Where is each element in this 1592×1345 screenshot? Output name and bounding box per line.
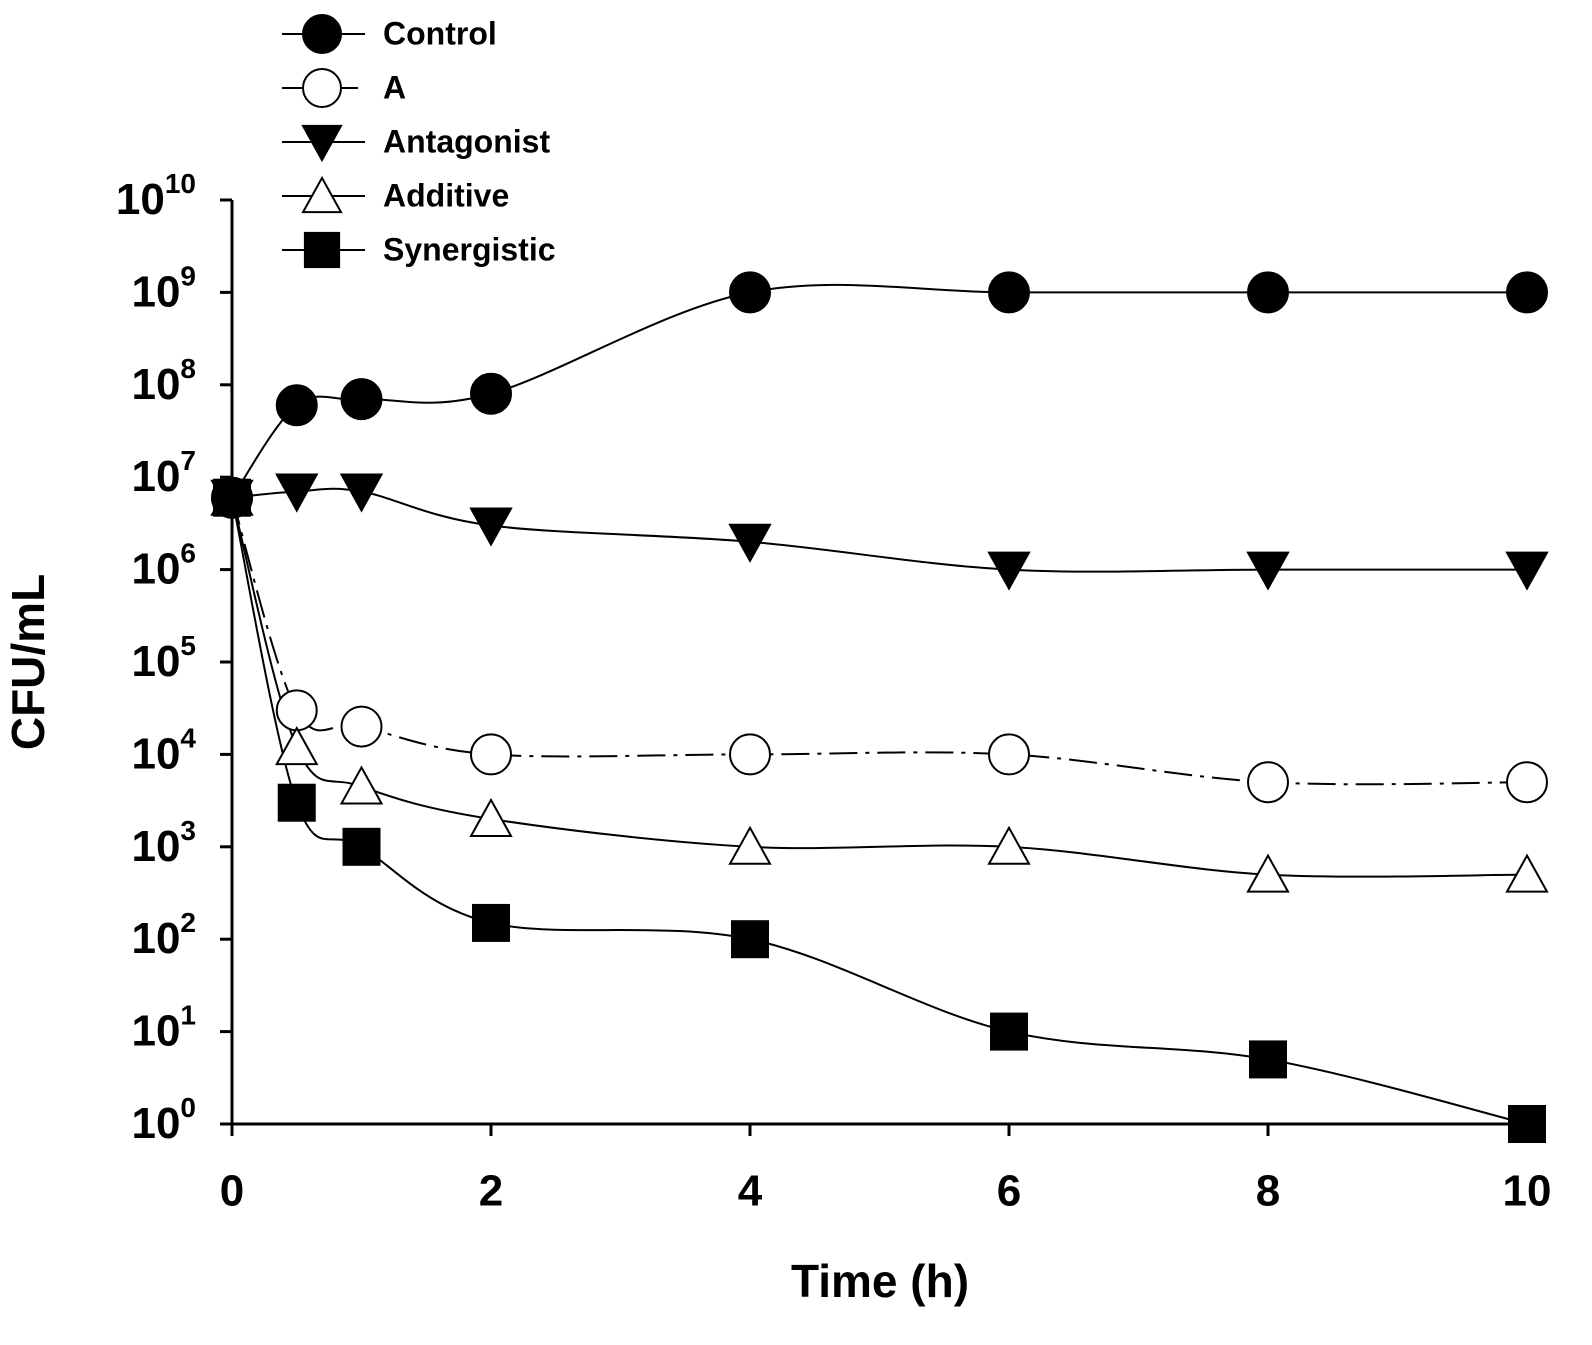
marker [1505,551,1549,591]
y-tick-exponent: 1 [180,1000,196,1031]
y-tick-exponent: 9 [180,261,196,292]
marker [470,372,512,415]
marker [988,733,1030,776]
marker [731,920,769,959]
series-line [231,497,1528,878]
x-tick-label: 4 [738,1167,763,1216]
y-tick-label: 101 [131,1000,196,1055]
legend-label: Antagonist [383,123,550,159]
y-tick-base: 10 [131,914,180,963]
y-tick-base: 10 [131,821,180,870]
marker [275,384,318,427]
marker [1505,853,1549,893]
series-line [231,497,1528,1125]
y-tick-label: 107 [131,446,196,501]
y-axis-title: CFU/mL [2,574,54,750]
marker [340,705,383,748]
marker [990,1012,1028,1051]
y-tick-label: 106 [131,538,196,593]
marker [728,825,772,865]
marker [988,271,1030,314]
marker [472,903,510,942]
y-tick-label: 100 [131,1092,196,1147]
marker [275,473,319,513]
legend-label: Control [383,15,497,51]
legend-label: Synergistic [383,231,556,267]
marker [275,726,319,766]
y-tick-exponent: 8 [180,353,196,384]
legend-marker [301,124,343,163]
marker [729,271,771,314]
marker [1247,271,1289,314]
y-tick-base: 10 [131,1099,180,1148]
y-tick-base: 10 [131,544,180,593]
legend-marker [302,14,342,54]
legend-marker [302,68,342,108]
legend-label: Additive [383,177,509,213]
y-tick-exponent: 2 [180,908,196,939]
marker [1246,853,1290,893]
y-tick-exponent: 4 [180,723,196,754]
y-tick-base: 10 [131,1006,180,1055]
y-tick-exponent: 10 [165,168,196,199]
marker [987,825,1031,865]
marker [728,523,772,563]
marker [277,783,316,822]
marker [729,733,771,776]
marker [1246,551,1290,591]
legend-marker [301,175,343,214]
y-tick-base: 10 [116,175,165,224]
x-tick-label: 10 [1503,1167,1552,1216]
x-tick-label: 0 [220,1167,244,1216]
y-tick-base: 10 [131,637,180,686]
marker [987,551,1031,591]
marker [1508,1105,1546,1143]
marker [213,478,251,517]
series-line [231,487,1527,573]
y-tick-label: 104 [131,723,196,778]
marker [1506,271,1548,314]
y-tick-base: 10 [131,729,180,778]
series-line [231,497,1528,786]
y-tick-base: 10 [131,267,180,316]
x-tick-label: 2 [479,1167,503,1216]
x-tick-label: 6 [997,1167,1021,1216]
marker [275,689,318,732]
y-tick-label: 103 [131,815,196,870]
legend-marker [303,231,341,269]
marker [470,733,512,776]
y-tick-exponent: 7 [180,446,196,477]
y-tick-exponent: 6 [180,538,196,569]
marker [342,827,381,866]
y-tick-label: 1010 [116,168,196,223]
x-axis-title: Time (h) [791,1255,969,1307]
marker [469,507,513,547]
y-tick-exponent: 5 [180,630,196,661]
y-tick-base: 10 [131,359,180,408]
marker [340,378,383,421]
legend-label: A [383,69,406,105]
y-tick-label: 105 [131,630,196,685]
marker [1247,761,1289,804]
marker [339,765,384,805]
y-tick-exponent: 3 [180,815,196,846]
y-tick-label: 108 [131,353,196,408]
y-tick-base: 10 [131,452,180,501]
marker [339,473,384,513]
x-tick-label: 8 [1256,1167,1280,1216]
y-tick-label: 109 [131,261,196,316]
series-line [231,283,1527,499]
marker [1506,761,1548,804]
marker [469,797,513,837]
y-tick-exponent: 0 [180,1092,196,1123]
y-tick-label: 102 [131,908,196,963]
marker [1249,1040,1287,1079]
